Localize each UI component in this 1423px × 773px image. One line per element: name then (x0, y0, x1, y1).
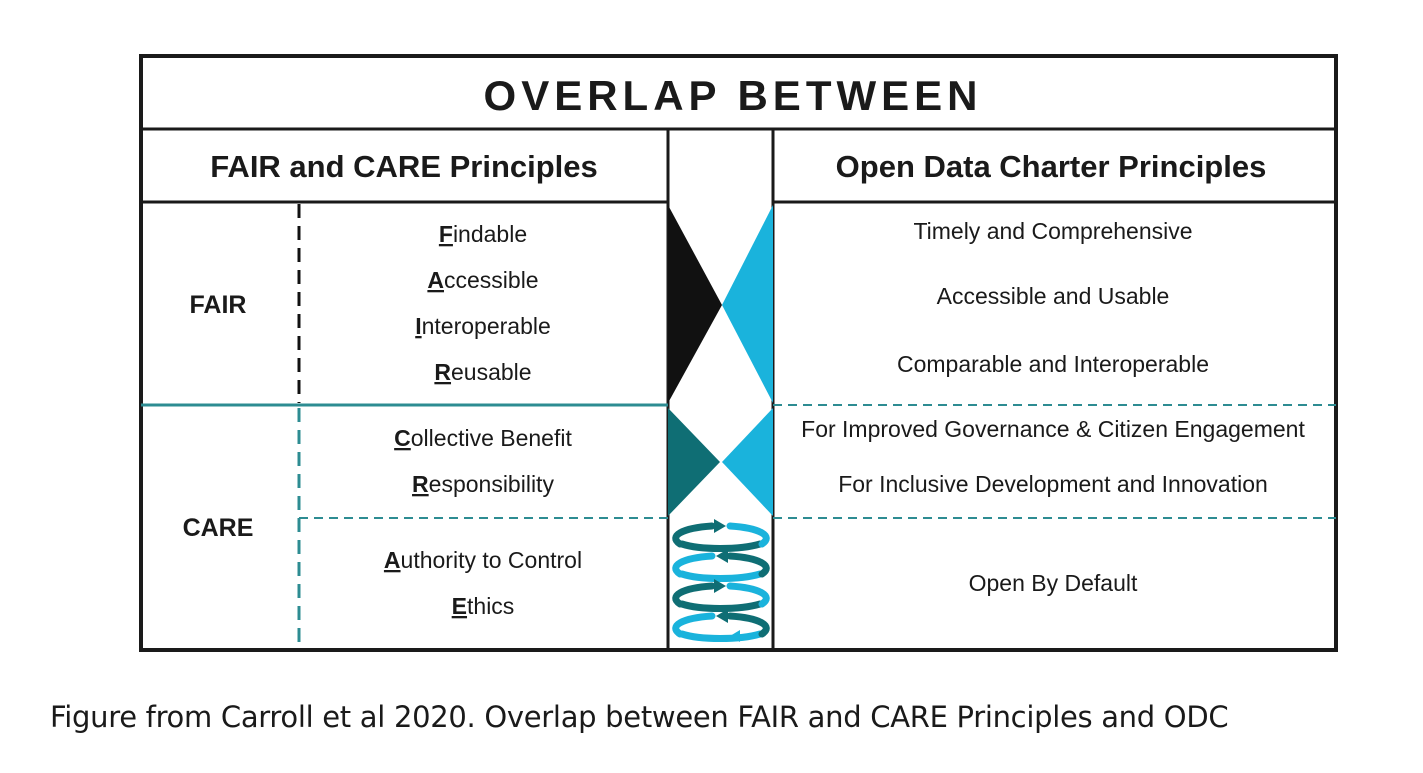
figure-caption: Figure from Carroll et al 2020. Overlap … (50, 700, 1229, 734)
care-item-collective-benefit: Collective Benefit (394, 425, 572, 451)
left-header: FAIR and CARE Principles (210, 149, 598, 184)
right-header: Open Data Charter Principles (836, 149, 1267, 184)
outer-border (139, 54, 1338, 652)
fair-item-interoperable: Interoperable (415, 313, 551, 339)
diagram-title: OVERLAP BETWEEN (484, 72, 983, 119)
fair-label: FAIR (190, 291, 247, 319)
care-teal-triangle (668, 408, 720, 516)
care-cyan-triangle (722, 408, 773, 516)
odc-item-accessible-usable: Accessible and Usable (937, 283, 1170, 309)
fair-black-triangle (668, 205, 722, 403)
fair-item-accessible: Accessible (427, 267, 538, 293)
care-item-responsibility: Responsibility (412, 471, 554, 497)
odc-item-comparable-interoperable: Comparable and Interoperable (897, 351, 1209, 377)
fair-cyan-triangle (722, 205, 773, 403)
care-connector-bowtie (668, 408, 773, 516)
fair-connector-bowtie (668, 205, 773, 403)
care-item-ethics: Ethics (452, 593, 515, 619)
care-item-authority-to-control: Authority to Control (384, 547, 582, 573)
odc-item-inclusive-development: For Inclusive Development and Innovation (838, 471, 1268, 497)
cycle-arrowheads (714, 519, 740, 642)
fair-item-findable: Findable (439, 221, 527, 247)
care-label: CARE (183, 514, 254, 542)
fair-item-reusable: Reusable (434, 359, 531, 385)
cycle-arrows-icon (672, 522, 770, 642)
odc-item-timely-comprehensive: Timely and Comprehensive (913, 218, 1192, 244)
odc-item-improved-governance: For Improved Governance & Citizen Engage… (801, 416, 1305, 442)
odc-item-open-by-default: Open By Default (969, 570, 1138, 596)
